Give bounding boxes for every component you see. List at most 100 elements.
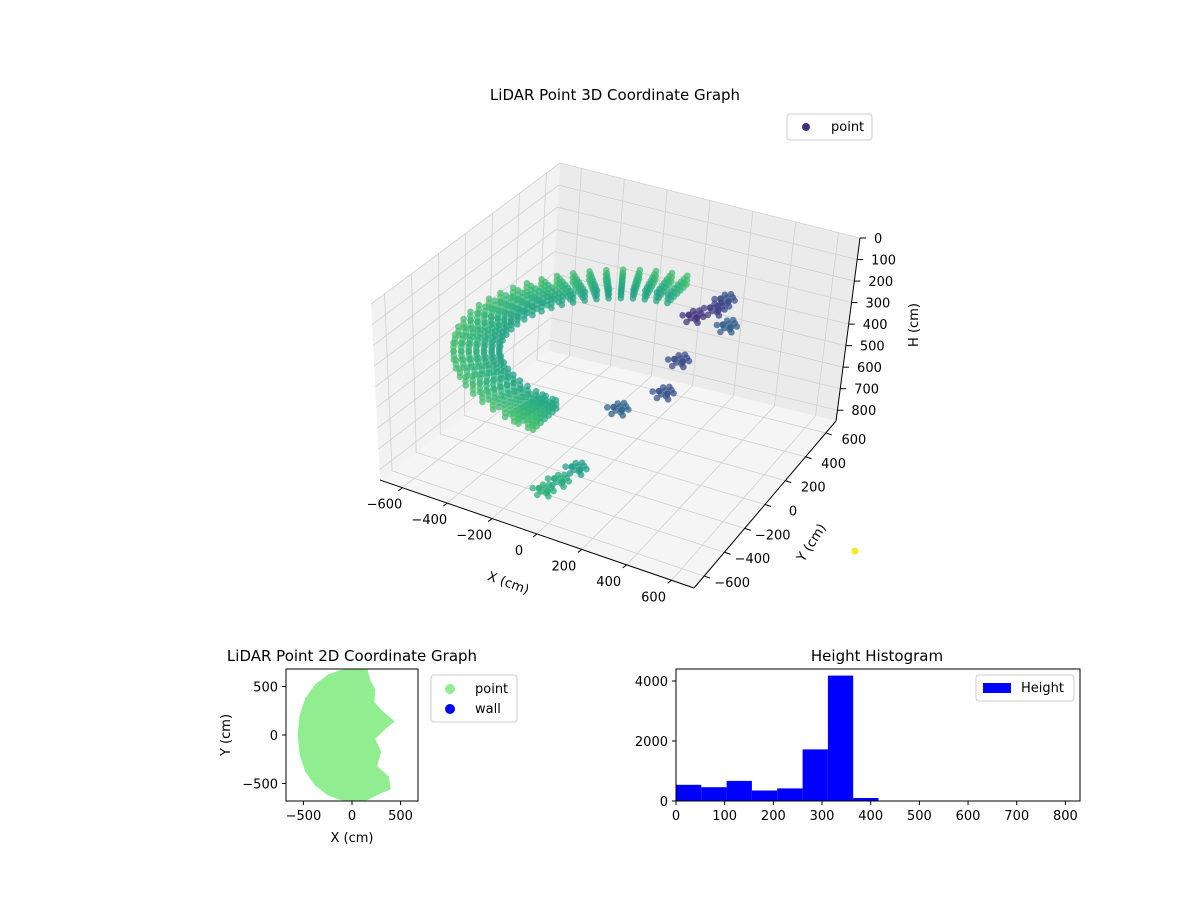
- z-axis-line-3d: [835, 237, 861, 422]
- lidar-point: [548, 304, 555, 312]
- grid-y-line: [411, 273, 725, 553]
- lidar-point: [653, 297, 660, 305]
- lidar-point: [711, 295, 718, 303]
- x-tick-label-3d: −600: [367, 498, 403, 513]
- x-tick-label-histogram: 300: [810, 809, 835, 824]
- grid-x-line: [671, 232, 839, 581]
- lidar-point: [558, 480, 565, 487]
- grid-x-line: [491, 189, 668, 519]
- histogram-bar: [802, 749, 828, 801]
- x-tick-3d: [398, 487, 403, 492]
- y-tick-label-2d: −500: [242, 778, 278, 793]
- y-axis-label-2d: Y (cm): [219, 714, 234, 757]
- lidar-point: [662, 392, 670, 400]
- grid-y-line: [438, 253, 745, 529]
- z-tick-label-3d: 700: [854, 383, 879, 398]
- lidar-point: [501, 413, 509, 421]
- x-tick-3d: [442, 502, 448, 507]
- lidar-point: [649, 388, 656, 395]
- lidar-point: [562, 463, 569, 471]
- x-tick-label-histogram: 500: [907, 809, 932, 824]
- y-tick-label-3d: 200: [801, 481, 826, 496]
- legend-3d-marker: [802, 123, 810, 131]
- x-tick-label-2d: 500: [388, 809, 413, 824]
- lidar-point: [558, 301, 566, 309]
- legend-2d-point-label: point: [475, 682, 508, 697]
- y-tick-label-3d: −200: [755, 528, 791, 543]
- lidar-point: [605, 295, 612, 302]
- histogram-bar: [701, 787, 727, 801]
- z-tick-label-3d: 500: [860, 340, 885, 355]
- lidar-point: [521, 316, 528, 323]
- grid-x-line: [626, 221, 797, 566]
- grid-z-line: [370, 162, 861, 305]
- lidar-point: [726, 325, 733, 333]
- lidar-point: [544, 475, 552, 482]
- lidar-point: [711, 300, 718, 308]
- grid-z-line: [373, 228, 852, 367]
- legend-2d-wall-label: wall: [475, 702, 501, 717]
- lidar-point: [515, 420, 522, 428]
- y-tick-3d: [805, 456, 812, 460]
- z-tick-label-3d: 800: [851, 404, 876, 419]
- y-tick-3d: [825, 432, 833, 436]
- lidar-point: [569, 299, 577, 306]
- legend-3d-label: point: [831, 120, 864, 135]
- grid-y-line: [464, 233, 766, 505]
- y-tick-label-histogram: 2000: [635, 735, 668, 750]
- z-axis-label-3d: H (cm): [907, 303, 922, 347]
- z-tick-label-3d: 400: [863, 318, 888, 333]
- lidar-point: [707, 304, 714, 311]
- chart-2d-title: LiDAR Point 2D Coordinate Graph: [227, 647, 477, 665]
- histogram-bar: [827, 675, 854, 801]
- y-tick-label-3d: 0: [789, 505, 797, 520]
- lidar-point: [581, 297, 588, 304]
- x-tick-label-3d: 400: [596, 575, 621, 590]
- x-tick-label-histogram: 200: [761, 809, 786, 824]
- y-tick-label-3d: 400: [821, 457, 846, 472]
- x-tick-label-histogram: 700: [1004, 809, 1029, 824]
- lidar-point: [575, 468, 583, 475]
- lidar-point: [713, 309, 721, 316]
- lidar-point: [683, 318, 690, 326]
- x-axis-label-2d: X (cm): [331, 831, 374, 846]
- lidar-point: [717, 295, 724, 302]
- x-tick-label-3d: 200: [551, 559, 576, 574]
- lidar-point: [542, 489, 550, 497]
- grid-z-line: [376, 273, 846, 408]
- lidar-point: [669, 362, 676, 370]
- grid-x-line: [447, 179, 625, 504]
- lidar-point: [608, 410, 615, 418]
- lidar-point: [456, 373, 464, 381]
- chart-3d-title: LiDAR Point 3D Coordinate Graph: [490, 86, 740, 104]
- grid-x-line: [536, 200, 711, 535]
- lidar-point: [681, 351, 689, 359]
- lidar-point: [723, 299, 731, 307]
- z-tick-label-3d: 600: [857, 361, 882, 376]
- lidar-point: [655, 387, 663, 395]
- plot-2d: [297, 669, 395, 801]
- lidar-point: [604, 404, 611, 411]
- legend-histogram-frame: [975, 674, 1075, 702]
- point-region-2d: [297, 669, 395, 801]
- grid-y-line: [536, 173, 826, 434]
- z-tick-label-3d: 0: [874, 232, 882, 247]
- y-tick-label-histogram: 0: [660, 795, 668, 810]
- lidar-point: [719, 321, 727, 328]
- y-tick-3d: [744, 527, 751, 531]
- grid-x-line: [581, 211, 754, 550]
- histogram-bar: [853, 798, 879, 801]
- histogram-bar: [777, 788, 803, 801]
- legend-histogram-swatch: [983, 683, 1011, 693]
- pane-3d-back: [549, 163, 860, 421]
- y-tick-label-2d: 500: [253, 680, 278, 695]
- lidar-point: [495, 403, 503, 411]
- lidar-point: [568, 463, 576, 470]
- chart-3d: LiDAR Point 3D Coordinate Graph −600 −400…: [367, 86, 922, 605]
- x-tick-3d: [577, 549, 583, 553]
- histogram-title: Height Histogram: [811, 647, 943, 665]
- lidar-point: [513, 321, 521, 328]
- grid-y-line: [384, 293, 705, 577]
- x-tick-label-3d: 0: [515, 544, 523, 559]
